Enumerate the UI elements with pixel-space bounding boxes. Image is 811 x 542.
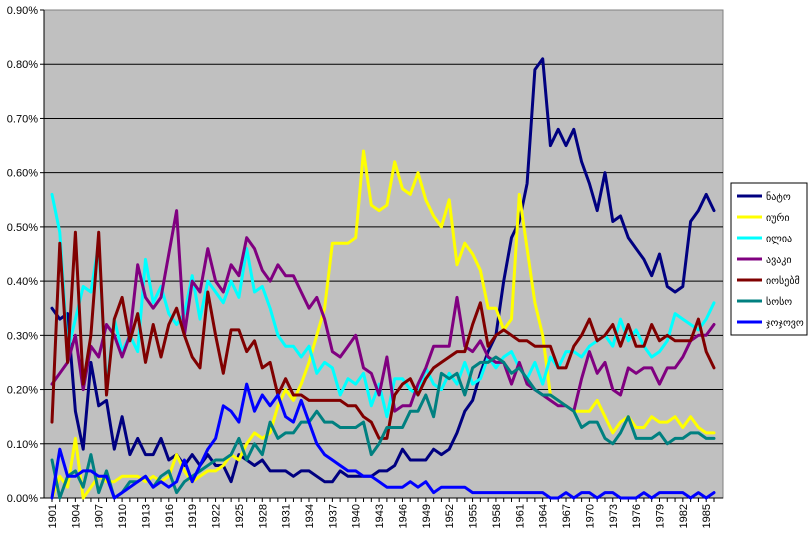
x-tick-label: 1955: [468, 504, 480, 528]
x-tick-label: 1949: [421, 504, 433, 528]
y-axis: 0.00% 0.10% 0.20% 0.30% 0.40% 0.50% 0.60% 0.70%…: [7, 5, 45, 505]
legend-label: სოსო: [766, 296, 792, 308]
x-tick-label: 1937: [327, 504, 339, 528]
legend-label: ილია: [766, 234, 792, 245]
series-line: [50, 57, 716, 484]
x-tick-label: 1967: [561, 504, 573, 528]
x-tick-label: 1961: [514, 504, 526, 528]
legend-label: ჯოჯოვო: [766, 318, 804, 329]
y-tick-label: 0.00%: [7, 493, 38, 505]
x-tick-label: 1913: [140, 504, 152, 528]
x-tick-label: 1970: [584, 504, 596, 528]
legend-label: იოსებმ: [766, 275, 800, 287]
series-line: [50, 355, 716, 500]
x-tick-label: 1907: [94, 504, 106, 528]
x-tick-label: 1916: [164, 504, 176, 528]
legend: ნატო იური ილია ავაკი იოსებმ სოსო ჯოჯოვო: [730, 182, 808, 336]
x-tick-label: 1958: [491, 504, 503, 528]
x-tick-label: 1973: [608, 504, 620, 528]
x-tick-label: 1946: [397, 504, 409, 528]
x-tick-label: 1901: [47, 504, 59, 528]
x-tick-label: 1931: [281, 504, 293, 528]
plot-area: [43, 9, 724, 499]
y-tick-label: 0.30%: [7, 330, 38, 342]
y-tick-label: 0.80%: [7, 59, 38, 71]
x-tick-label: 1979: [654, 504, 666, 528]
y-tick-label: 0.90%: [7, 5, 38, 17]
x-tick-label: 1910: [117, 504, 129, 528]
x-tick-label: 1928: [257, 504, 269, 528]
x-tick-label: 1952: [444, 504, 456, 528]
series-line: [50, 382, 716, 500]
y-tick-label: 0.50%: [7, 222, 38, 234]
x-tick-label: 1919: [187, 504, 199, 528]
legend-label: ნატო: [766, 191, 791, 203]
x-tick-label: 1982: [678, 504, 690, 528]
x-axis: 1901 1904 1907 1910 1913 1916 1919 1922 1925 1928…: [44, 497, 723, 528]
x-tick-label: 1904: [70, 504, 82, 528]
x-tick-label: 1940: [351, 504, 363, 528]
y-tick-label: 0.20%: [7, 385, 38, 397]
x-tick-label: 1976: [631, 504, 643, 528]
x-tick-label: 1985: [701, 504, 713, 528]
legend-label: იური: [766, 212, 790, 224]
y-tick-label: 0.70%: [7, 113, 38, 125]
x-tick-label: 1943: [374, 504, 386, 528]
y-tick-label: 0.10%: [7, 439, 38, 451]
series-line: [50, 209, 716, 413]
y-tick-label: 0.60%: [7, 168, 38, 180]
legend-label: ავაკი: [766, 255, 792, 266]
x-tick-label: 1934: [304, 504, 316, 528]
x-tick-label: 1964: [538, 504, 550, 528]
x-tick-label: 1925: [234, 504, 246, 528]
y-tick-label: 0.40%: [7, 276, 38, 288]
x-tick-label: 1922: [211, 504, 223, 528]
series-lines: [50, 57, 716, 500]
